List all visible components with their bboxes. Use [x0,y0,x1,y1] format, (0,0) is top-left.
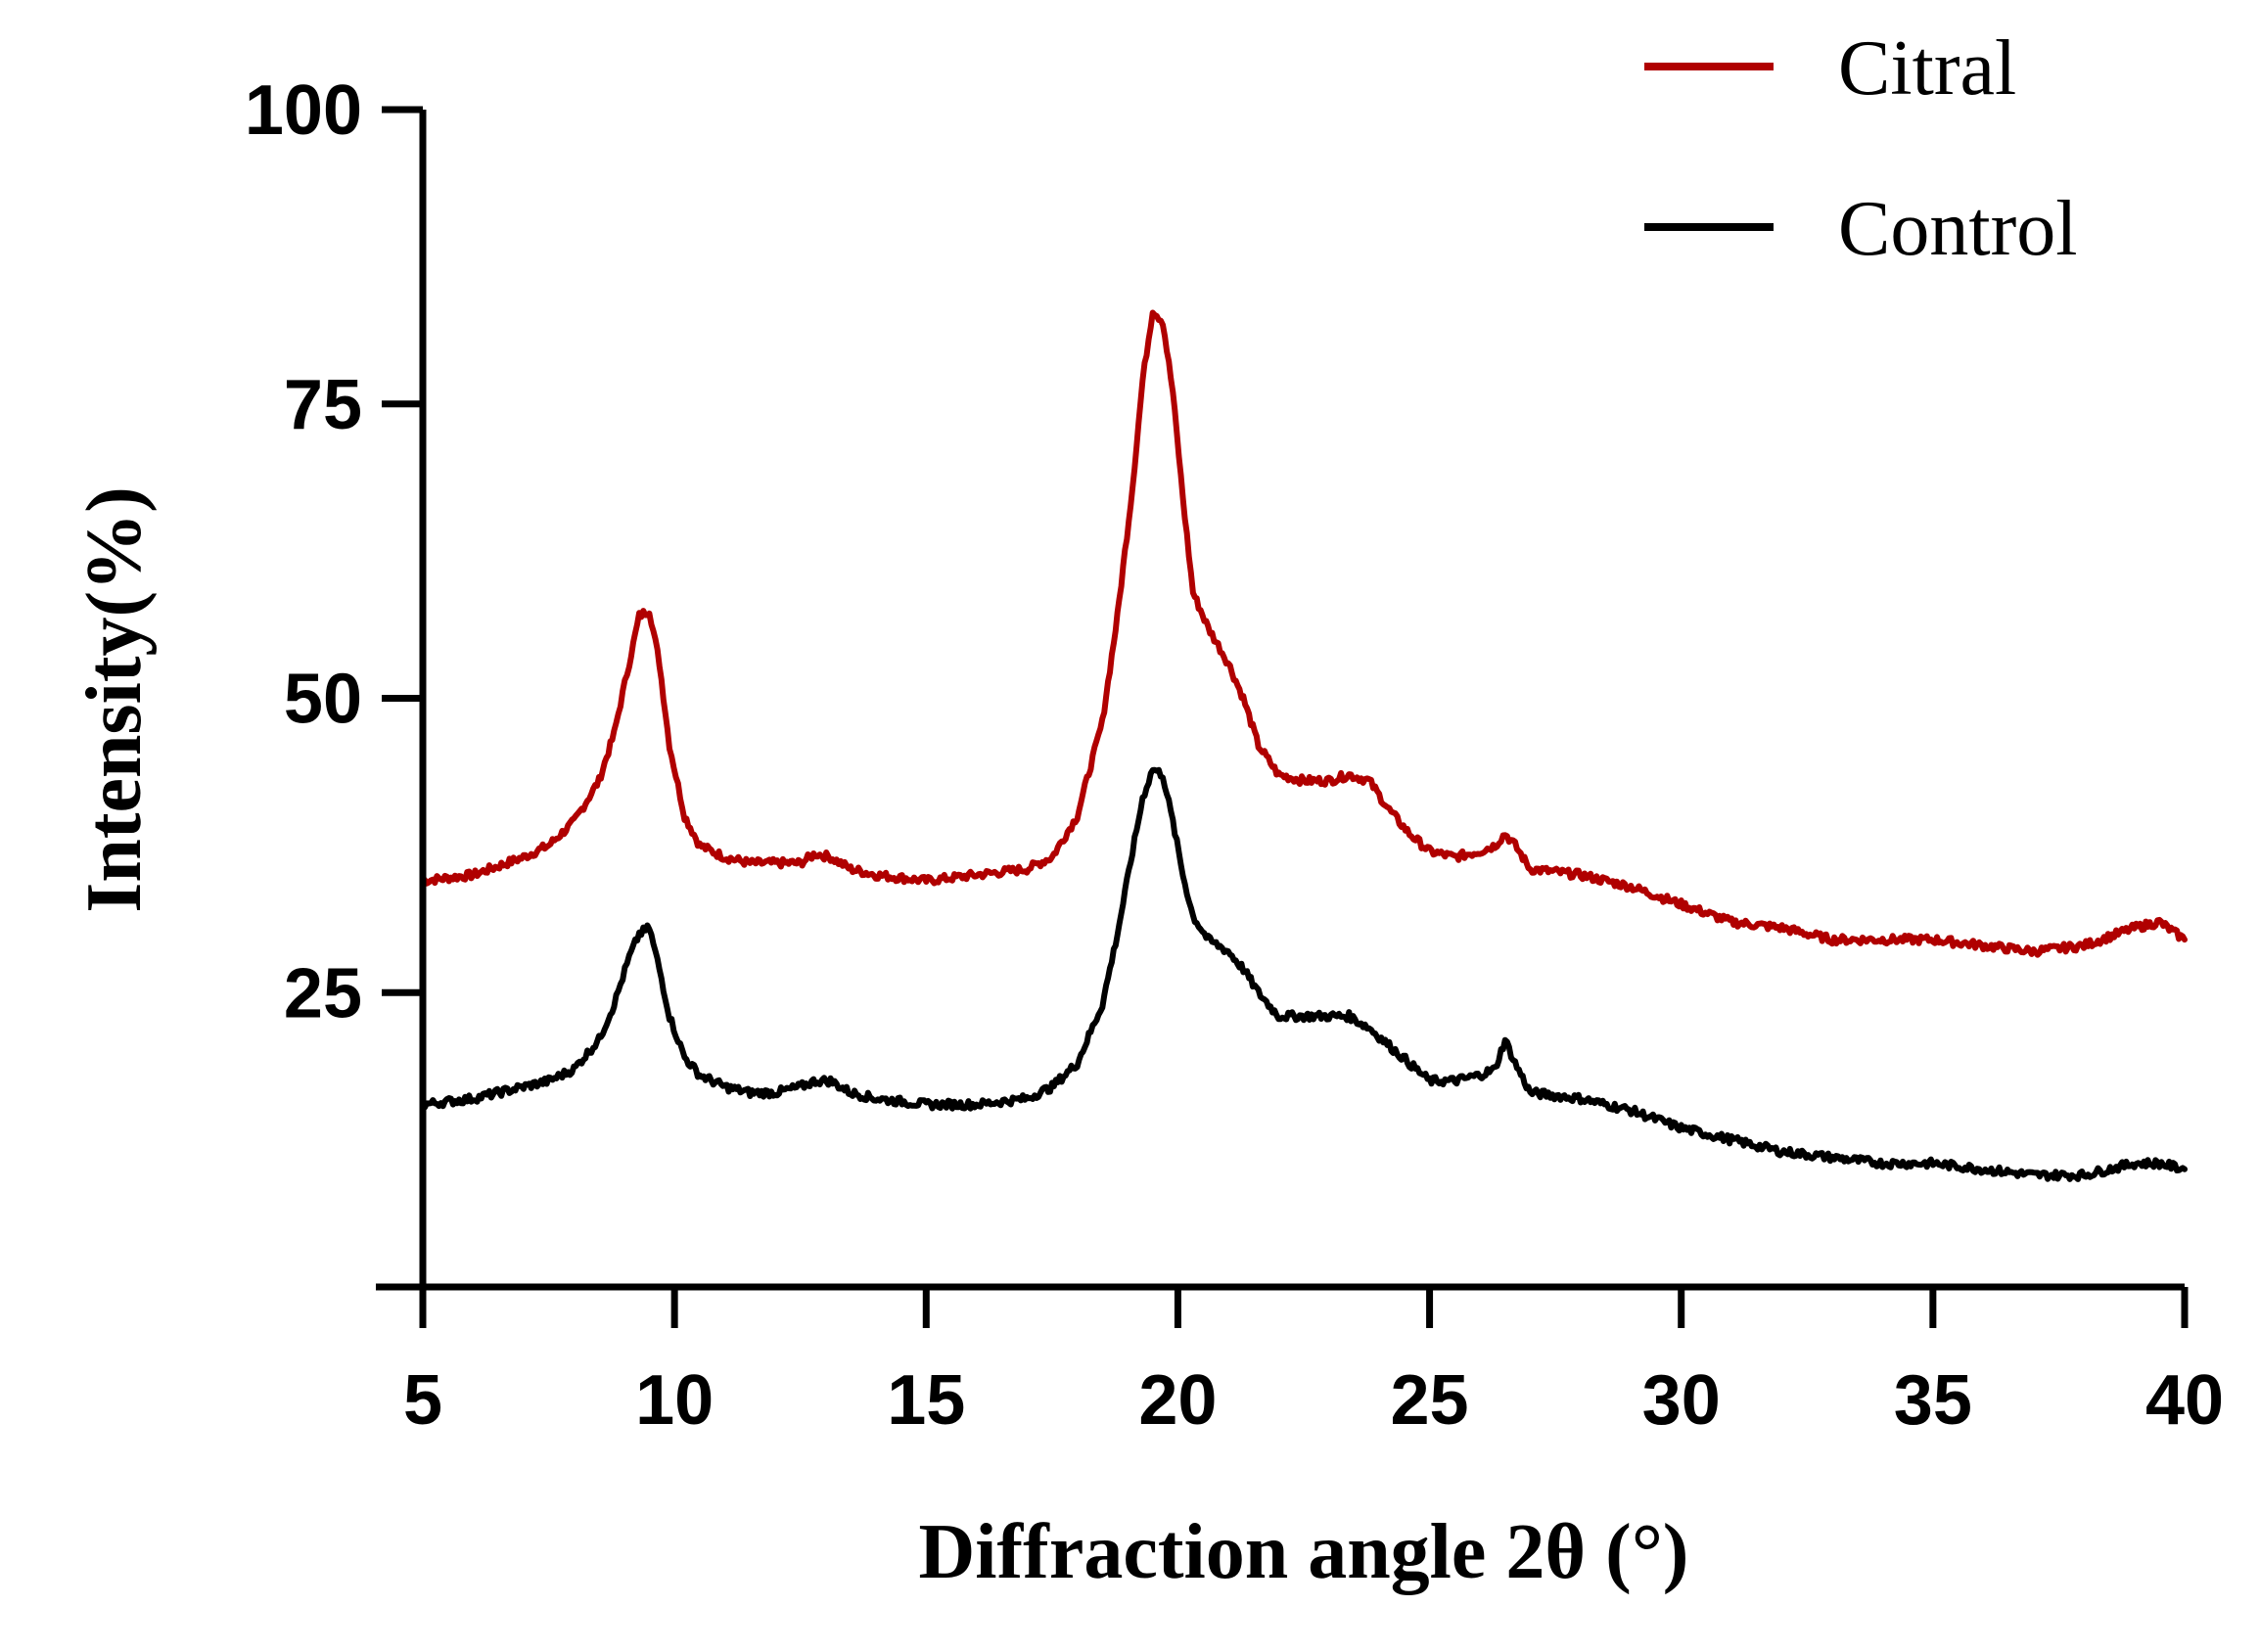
x-tick-label: 40 [2145,1361,2224,1440]
series-layer [420,309,2188,1182]
legend-label-citral: Citral [1838,25,2016,112]
x-tick-label: 35 [1894,1361,1972,1440]
x-tick-label: 5 [403,1361,442,1440]
x-tick-label: 30 [1642,1361,1721,1440]
y-tick-label: 100 [245,71,362,150]
series-line-control [420,766,2188,1182]
axes-layer [376,110,2185,1291]
y-tick-label: 25 [284,954,362,1032]
ticks-layer: 5 10 15 20 25 30 35 40 25 50 75 100 [245,71,2224,1440]
y-tick-label: 75 [284,366,362,444]
y-tick-label: 50 [284,661,362,739]
y-axis-title: Intensity(%) [71,486,158,913]
x-tick-label: 10 [635,1361,714,1440]
legend-label-control: Control [1838,186,2077,272]
x-tick-label: 20 [1138,1361,1217,1440]
series-line-citral [420,309,2188,958]
x-axis-title: Diffraction angle 2θ (°) [919,1509,1689,1595]
x-tick-label: 25 [1391,1361,1469,1440]
legend: Citral Control [1644,25,2077,272]
x-tick-label: 15 [887,1361,965,1440]
